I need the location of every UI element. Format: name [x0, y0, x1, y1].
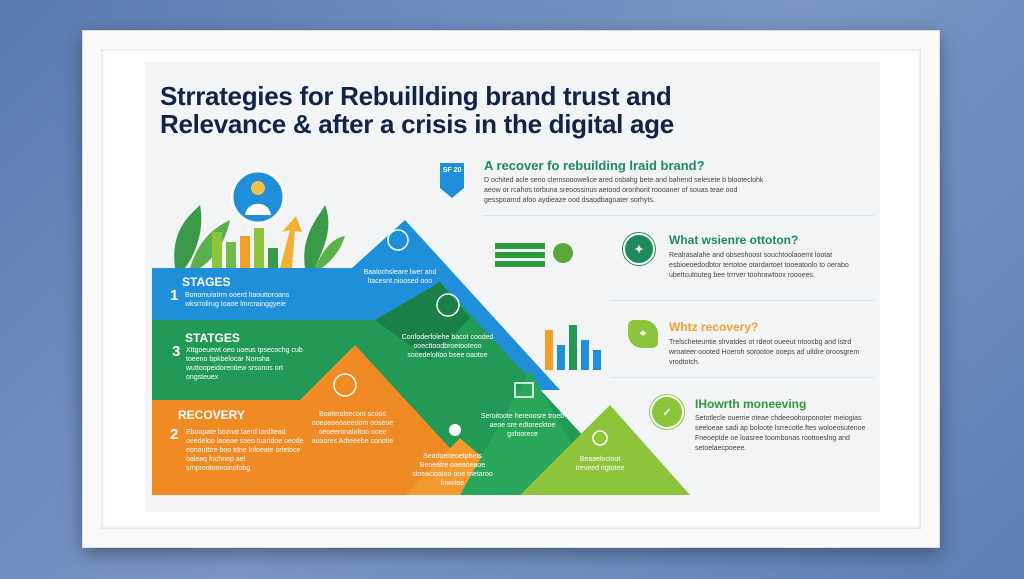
growth-check-icon: ✓ — [650, 395, 684, 429]
clock-icon — [333, 373, 357, 397]
people-icon — [514, 382, 534, 398]
title-line-2: Relevance & after a crisis in the digita… — [160, 109, 674, 139]
globe-icon — [436, 293, 460, 317]
stage-2-text: Eboopate boznat taerd lordltead oeedeloo… — [186, 429, 304, 472]
divider — [484, 215, 874, 216]
shield-badge-icon — [440, 163, 464, 198]
mountain-label-6: Beaaelocloot treveed rigtotee — [575, 456, 625, 472]
right-item-1-heading: What wsienre ottoton? — [669, 233, 799, 247]
title-line-1: Strrategies for Rebuillding brand trust … — [160, 81, 672, 111]
person-avatar-icon — [230, 169, 286, 225]
stage-3-label: STATGES — [185, 331, 240, 345]
stage-1-label: STAGES — [182, 275, 231, 289]
map-pin-icon: ⌖ — [628, 320, 658, 348]
bar-chart-icon — [545, 325, 601, 370]
growth-plants-icon — [174, 205, 345, 268]
stage-3-text: Xttgoeuewt oeo uoeus tpsecochg cub toeen… — [186, 347, 303, 381]
divider — [610, 377, 875, 378]
badge-text: SF 20 — [442, 167, 462, 174]
mountain-label-5: Seadoeneoetpbets Beoeatre oaeaoeaoe sloe… — [412, 453, 493, 487]
cone-icon — [449, 424, 461, 436]
mountain-label-1: Baalochsleare lwer and ltacesnt.nioosed … — [363, 269, 437, 285]
infographic-title: Strrategies for Rebuillding brand trust … — [160, 82, 674, 138]
top-heading: A recover fo rebuilding lraid brand? — [484, 158, 705, 173]
network-icon — [387, 229, 409, 251]
mountain-label-3: Boaterolsecom scoos ooeoeoeoaeeoom ooseo… — [311, 411, 394, 445]
mountain-label-2: Confoderfolehe bacot cooded ooecttoodbro… — [401, 334, 494, 359]
right-item-1-text: Realrasalahe and obseshoost souchtoolaoe… — [669, 252, 849, 279]
team-icon: ✦ — [623, 233, 655, 265]
right-item-3-text: Setotlecle ouerrie oteae chdeeoohorponot… — [695, 415, 866, 452]
bike-icon — [592, 430, 608, 446]
grid-icon — [495, 243, 545, 267]
stage-2-label: RECOVERY — [178, 408, 245, 422]
top-text: D ochited acle serio clemsooowelice ared… — [484, 177, 764, 204]
stage-1-number: 1 — [170, 287, 179, 304]
orange-stage-band — [152, 345, 470, 495]
right-item-2-text: Trelscheteuntie slrvatdes ot rdeot oueeu… — [669, 339, 860, 366]
divider — [610, 300, 875, 301]
stage-3-number: 3 — [172, 343, 181, 360]
leaf-icon — [553, 243, 573, 263]
stage-2-number: 2 — [170, 426, 179, 443]
right-item-3-heading: IHowrth moneeving — [695, 397, 807, 411]
lime-peak — [520, 405, 690, 495]
stage-1-text: Bonomuiatrrn ooerd ltaouttoroans wksrrol… — [185, 292, 290, 308]
mountain-label-4: Seroitoote hereoosre troeb aeoe sre edto… — [480, 413, 565, 438]
right-item-2-heading: Whtz recovery? — [669, 320, 759, 334]
